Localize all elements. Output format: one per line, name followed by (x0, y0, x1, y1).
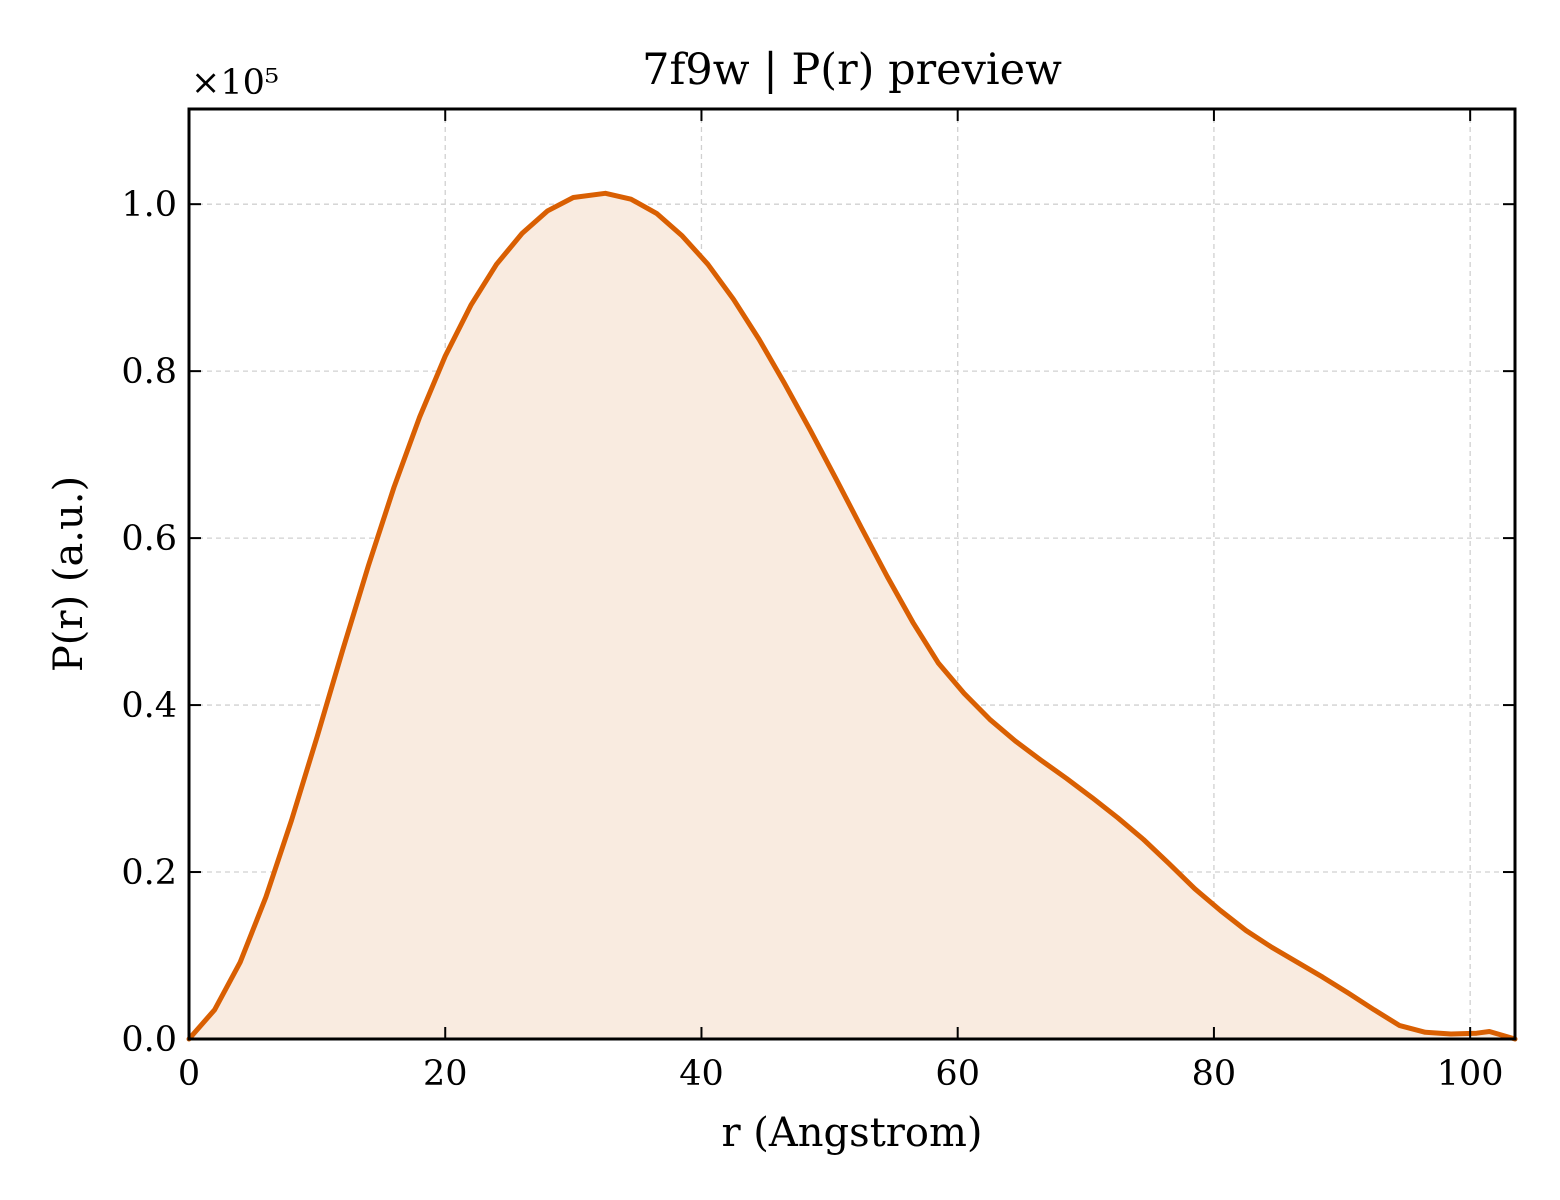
pr-series-line (186, 190, 1518, 1042)
y-tick-label: 0.6 (121, 519, 177, 559)
x-tick-label: 20 (423, 1054, 468, 1094)
y-axis-label: P(r) (a.u.) (46, 476, 92, 672)
ticks: 0 20 40 60 80 100 0.0 0.2 0.4 0.6 0.8 1.0 (121, 109, 1515, 1094)
x-tick-label: 80 (1192, 1054, 1237, 1094)
y-tick-label: 0.0 (121, 1020, 177, 1060)
plot-frame (187, 107, 1517, 1041)
y-tick-label: 0.8 (121, 352, 177, 392)
x-tick-label: 0 (178, 1054, 200, 1094)
x-tick-label: 40 (679, 1054, 724, 1094)
chart-title: 7f9w | P(r) preview (642, 45, 1062, 95)
x-tick-label: 100 (1437, 1054, 1504, 1094)
y-tick-label: 0.2 (121, 853, 177, 893)
x-tick-label: 60 (935, 1054, 980, 1094)
x-axis-label: r (Angstrom) (721, 1110, 982, 1156)
pr-area-fill (189, 193, 1515, 1040)
y-tick-label: 1.0 (121, 185, 177, 225)
y-tick-label: 0.4 (121, 686, 177, 726)
y-axis-multiplier: ×10⁵ (191, 63, 279, 103)
